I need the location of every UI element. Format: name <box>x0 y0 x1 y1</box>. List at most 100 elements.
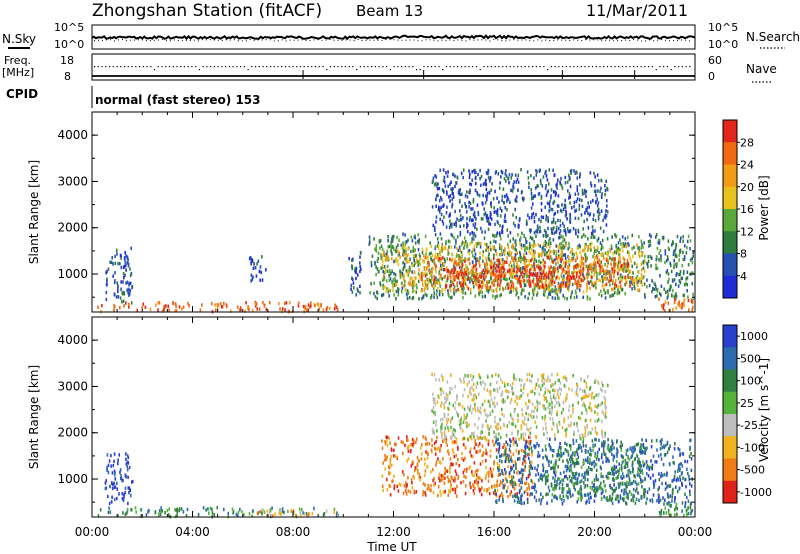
power-cell <box>444 282 447 286</box>
power-cell <box>392 234 395 239</box>
power-colorbar-label: Power [dB] <box>757 175 771 240</box>
power-cell <box>403 262 406 266</box>
power-cell <box>407 273 410 277</box>
power-cell <box>504 205 506 210</box>
power-cell <box>463 246 465 250</box>
power-cell <box>461 266 463 270</box>
power-cell <box>632 271 634 275</box>
power-cell <box>460 253 463 258</box>
power-cell <box>464 194 467 198</box>
velocity-cell <box>442 439 445 443</box>
power-cell <box>618 268 620 272</box>
power-cell <box>494 171 497 175</box>
velocity-cell <box>513 470 515 474</box>
velocity-cell <box>510 490 513 494</box>
velocity-cell <box>430 484 432 488</box>
power-cell <box>550 196 552 200</box>
power-cell <box>524 267 526 271</box>
power-cell <box>466 229 469 234</box>
velocity-cell <box>425 450 427 454</box>
power-cell <box>413 253 415 258</box>
power-cell <box>500 245 502 249</box>
velocity-cell <box>524 445 526 449</box>
power-cell <box>625 245 628 249</box>
power-cell <box>585 189 588 194</box>
power-cell <box>435 194 438 198</box>
nave-dot <box>322 66 324 68</box>
power-cell <box>490 204 493 209</box>
noise-search-dot <box>114 40 115 42</box>
power-cell <box>689 258 692 262</box>
power-cell <box>384 255 387 259</box>
power-cell <box>532 202 534 206</box>
power-cell <box>542 175 545 179</box>
power-cell <box>569 184 572 189</box>
power-cell <box>552 238 555 242</box>
velocity-cell <box>496 479 498 483</box>
velocity-cell <box>112 482 114 487</box>
nave-dot <box>472 66 474 68</box>
power-cell <box>545 169 547 174</box>
noise-search-dot <box>581 40 583 42</box>
power-cell <box>284 308 286 312</box>
power-cell <box>624 237 627 241</box>
power-cell <box>601 276 604 280</box>
velocity-cell <box>687 471 689 476</box>
power-cell <box>348 256 350 261</box>
power-cell <box>254 266 257 270</box>
power-cell <box>561 203 563 207</box>
nave-dot <box>509 66 511 68</box>
power-cell <box>532 255 534 259</box>
power-cell <box>606 258 609 262</box>
power-cell <box>523 275 525 279</box>
nave-dot <box>195 66 197 68</box>
velocity-cell <box>406 446 409 450</box>
power-cell <box>564 271 567 275</box>
power-ytick-label: 3000 <box>57 174 88 188</box>
power-cell <box>506 256 508 260</box>
power-cell <box>428 264 430 268</box>
velocity-cell <box>548 463 550 467</box>
velocity-cell <box>496 499 498 503</box>
velocity-cell <box>495 484 497 488</box>
power-cell <box>500 258 503 262</box>
power-cell <box>326 306 329 310</box>
velocity-cell <box>690 468 693 473</box>
power-cell <box>446 192 448 196</box>
noise-search-dot <box>305 39 307 41</box>
power-cell <box>411 270 413 274</box>
noise-search-dot <box>349 39 351 41</box>
nave-dot <box>303 66 305 68</box>
power-cell <box>546 275 548 279</box>
power-cell <box>600 194 603 199</box>
velocity-cell <box>474 439 476 443</box>
power-cell <box>112 274 114 278</box>
velocity-cell <box>452 441 455 445</box>
power-cell <box>636 288 639 292</box>
power-cell <box>610 262 612 266</box>
power-cell <box>499 268 502 272</box>
velocity-cell <box>105 479 107 483</box>
power-cell <box>403 275 405 280</box>
power-cell <box>460 281 462 285</box>
power-cell <box>475 217 477 221</box>
power-cell <box>450 280 452 284</box>
power-cell <box>535 234 537 238</box>
power-cell <box>427 280 430 285</box>
power-cell <box>442 222 445 226</box>
power-cell <box>596 253 599 258</box>
velocity-cell <box>556 483 558 487</box>
velocity-cell <box>518 456 520 461</box>
velocity-cell <box>125 475 128 479</box>
nave-dot <box>120 66 122 68</box>
power-cell <box>450 180 452 184</box>
power-cell <box>596 197 598 201</box>
power-cell <box>453 270 456 274</box>
velocity-cell <box>513 487 516 491</box>
power-cell <box>468 261 471 266</box>
power-cell <box>510 286 513 290</box>
power-cell <box>519 250 521 255</box>
power-cell <box>511 280 513 284</box>
velocity-cell <box>511 478 513 483</box>
power-cell <box>517 233 519 237</box>
